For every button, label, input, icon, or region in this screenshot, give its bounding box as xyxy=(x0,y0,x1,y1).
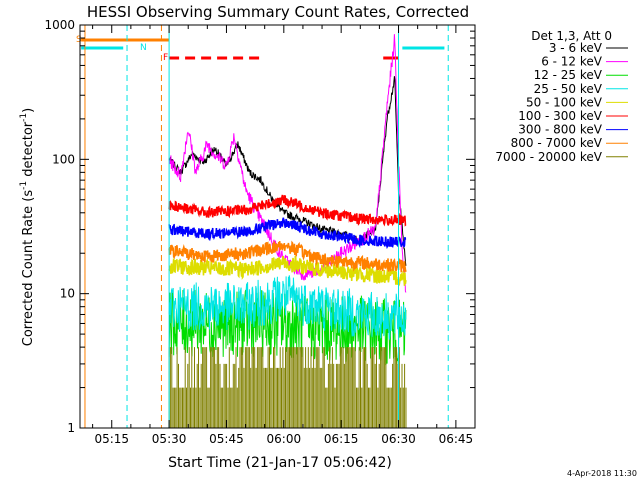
legend-label: 7000 - 20000 keV xyxy=(495,150,602,164)
y-axis-label-end: ) xyxy=(21,108,36,113)
series-line-3 xyxy=(168,275,407,340)
flag-label: N xyxy=(140,43,147,53)
series-line-8 xyxy=(168,347,407,428)
x-axis: 05:15 05:30 05:45 06:00 06:15 06:30 06:45 xyxy=(92,25,476,446)
flag-label: S xyxy=(76,35,82,45)
series-line-6 xyxy=(168,217,407,250)
legend-label: 50 - 100 keV xyxy=(526,95,603,109)
plot-frame xyxy=(79,24,476,429)
x-tick-label: 05:45 xyxy=(209,432,244,446)
series-line-4 xyxy=(168,255,407,287)
legend-label: 25 - 50 keV xyxy=(534,82,603,96)
chart-title: HESSI Observing Summary Count Rates, Cor… xyxy=(87,3,469,21)
x-tick-label: 06:30 xyxy=(381,432,416,446)
x-tick-label: 06:45 xyxy=(439,432,474,446)
legend-title: Det 1,3, Att 0 xyxy=(531,29,612,43)
series-layer xyxy=(168,34,407,428)
y-axis-label: Corrected Count Rate (s-1 detector-1) xyxy=(19,108,36,346)
series-line-7 xyxy=(168,240,407,273)
x-tick-label: 06:15 xyxy=(324,432,359,446)
y-axis-label-sup2: -1 xyxy=(19,113,29,122)
series-line-5 xyxy=(168,194,407,227)
y-axis-label-mid: detector xyxy=(21,121,36,181)
x-axis-label: Start Time (21-Jan-17 05:06:42) xyxy=(168,455,392,471)
y-tick-label: 1000 xyxy=(44,18,75,32)
legend-label: 100 - 300 keV xyxy=(518,109,602,123)
y-tick-label: 1 xyxy=(67,421,75,435)
y-tick-label: 10 xyxy=(60,287,75,301)
y-axis-label-main: Corrected Count Rate (s xyxy=(21,190,36,347)
flags-layer: S N F xyxy=(76,35,445,63)
legend-label: 300 - 800 keV xyxy=(518,123,602,137)
y-tick-label: 100 xyxy=(52,152,75,166)
y-axis: 1 10 100 1000 xyxy=(44,18,475,435)
legend-label: 3 - 6 keV xyxy=(549,41,603,55)
legend-label: 6 - 12 keV xyxy=(541,55,603,69)
footer-date: 4-Apr-2018 11:30 xyxy=(567,469,637,478)
x-tick-label: 06:00 xyxy=(267,432,302,446)
legend-label: 12 - 25 keV xyxy=(534,68,603,82)
vertical-markers xyxy=(84,25,449,428)
x-tick-label: 05:30 xyxy=(152,432,187,446)
x-tick-label: 05:15 xyxy=(94,432,129,446)
legend-label: 800 - 7000 keV xyxy=(511,136,603,150)
y-axis-label-sup1: -1 xyxy=(19,181,29,190)
flag-label: F xyxy=(163,53,168,63)
